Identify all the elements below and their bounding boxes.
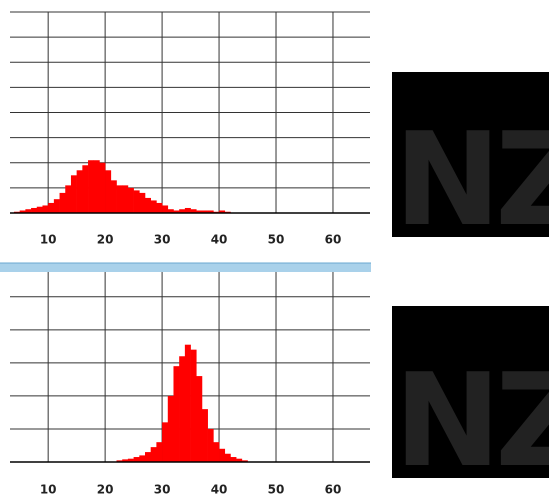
bar: [76, 170, 83, 213]
bar: [219, 210, 226, 213]
bar: [150, 447, 157, 462]
bar: [105, 170, 112, 213]
bar: [236, 458, 243, 462]
x-tick-label: 60: [325, 233, 342, 247]
bar: [241, 460, 248, 462]
bar: [116, 460, 123, 462]
image-panel: [392, 72, 549, 237]
x-tick-label: 30: [154, 233, 171, 247]
x-tick-label: 30: [154, 483, 171, 497]
bar: [127, 187, 134, 213]
image-letters: NZ: [394, 347, 549, 496]
bar: [207, 428, 214, 462]
bar: [162, 205, 169, 213]
bar: [219, 448, 226, 462]
image-panel: [392, 306, 549, 478]
bar: [190, 209, 197, 213]
bar: [167, 395, 174, 462]
x-tick-label: 40: [211, 483, 228, 497]
x-tick-label: 40: [211, 233, 228, 247]
bar: [133, 457, 140, 462]
bar: [122, 185, 129, 213]
bar: [213, 442, 220, 462]
image-letters: NZ: [394, 106, 549, 255]
bar: [179, 209, 186, 213]
bar: [173, 366, 180, 462]
bar: [31, 207, 38, 213]
bar: [70, 175, 77, 213]
bar: [207, 210, 214, 213]
bar: [48, 202, 55, 213]
bar: [201, 210, 208, 213]
bar: [173, 210, 180, 213]
bar: [139, 192, 146, 213]
bar: [65, 185, 72, 213]
bar: [156, 442, 163, 462]
bar: [36, 206, 43, 213]
x-tick-label: 50: [268, 233, 285, 247]
bar: [59, 192, 66, 213]
bar: [110, 180, 117, 213]
bar: [190, 349, 197, 462]
bar: [93, 160, 100, 213]
bar: [145, 452, 151, 462]
bar: [116, 185, 123, 213]
plots: 10 20 30 40 50 60 10 20 30 40 50 60: [10, 11, 370, 497]
bar: [19, 210, 26, 213]
bar: [99, 162, 106, 213]
bar: [82, 165, 89, 213]
bar: [196, 376, 203, 462]
bar: [156, 202, 163, 213]
bar: [139, 455, 146, 462]
bar: [167, 209, 174, 213]
bar: [42, 205, 49, 213]
bar: [224, 453, 231, 462]
bar: [145, 197, 151, 213]
x-tick-label: 50: [268, 483, 285, 497]
bar: [162, 422, 169, 462]
bar: [88, 160, 95, 213]
bar: [25, 209, 32, 213]
x-tick-label: 60: [325, 483, 342, 497]
x-tick-label: 20: [97, 483, 114, 497]
bar: [230, 457, 237, 462]
bar: [127, 458, 134, 462]
bar: [184, 344, 191, 462]
bar: [201, 409, 208, 462]
x-tick-label: 20: [97, 233, 114, 247]
bar: [150, 200, 157, 213]
bar: [133, 190, 140, 213]
bar: [53, 199, 60, 213]
bar: [196, 210, 203, 213]
bar: [122, 459, 129, 462]
x-tick-label: 10: [40, 233, 57, 247]
bar: [179, 356, 186, 462]
separator: [0, 263, 371, 272]
x-tick-label: 10: [40, 483, 57, 497]
bar: [184, 207, 191, 213]
